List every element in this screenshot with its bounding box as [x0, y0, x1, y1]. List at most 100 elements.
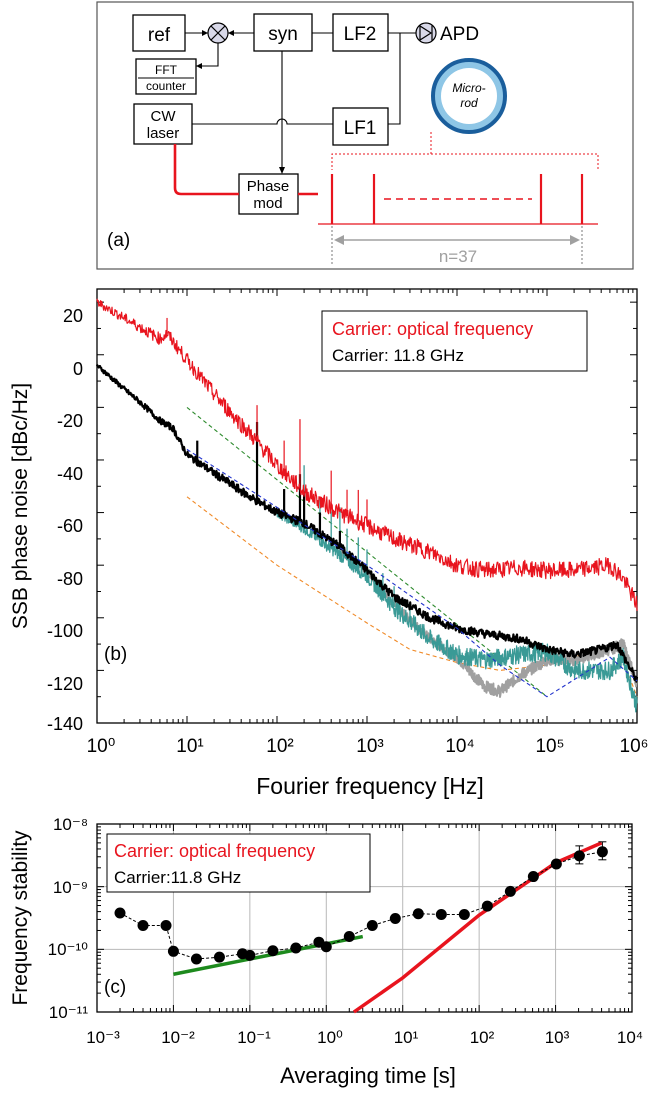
legend-c-microwave: Carrier:11.8 GHz	[114, 868, 241, 887]
stability-point	[160, 920, 172, 932]
b-xtick-label: 10⁰	[87, 736, 116, 757]
b-ytick-label: -20	[57, 411, 83, 431]
stability-point	[412, 908, 424, 920]
panel-b-chart: SSB phase noise [dBc/Hz] Fourier frequen…	[9, 288, 649, 799]
arrowheads	[196, 30, 285, 174]
rod-label: rod	[460, 96, 478, 110]
lf1-label: LF1	[344, 118, 377, 139]
stability-point	[167, 945, 179, 957]
blue-dashed-asymptote	[186, 448, 638, 698]
stability-point	[596, 846, 608, 858]
plot-b-xticks: 10⁰ 10¹ 10² 10³ 10⁴ 10⁵ 10⁶	[87, 736, 649, 757]
stability-point	[573, 850, 585, 862]
c-xtick-label: 10⁻³	[86, 1028, 120, 1047]
stability-point	[550, 858, 562, 870]
plot-b-legend	[321, 310, 588, 372]
plot-c-yticks: 10⁻⁸ 10⁻⁹ 10⁻¹⁰ 10⁻¹¹	[48, 815, 89, 1022]
panel-a-diagram: ref syn LF2 APD FFT counter CW laser	[96, 1, 634, 270]
mixer-icon	[207, 22, 229, 44]
stability-point	[366, 920, 378, 932]
diagram-wires	[185, 32, 416, 172]
c-ytick-label: 10⁻⁹	[53, 878, 88, 897]
mode-count-dimension	[331, 226, 583, 264]
plot-c-ticks	[96, 824, 632, 1013]
fft-label: FFT	[155, 63, 178, 77]
fft-counter-block	[135, 58, 197, 95]
b-ytick-label: 20	[63, 306, 83, 326]
ref-label: ref	[148, 25, 171, 46]
stability-point	[389, 913, 401, 925]
plot-c-ylabel: Frequency stability	[9, 830, 32, 1006]
panel-c-chart: Frequency stability Averaging time [s] 1…	[9, 815, 643, 1088]
stability-point	[267, 945, 279, 957]
stability-point	[137, 920, 149, 932]
lf2-label: LF2	[344, 24, 377, 45]
b-xtick-label: 10⁵	[535, 736, 564, 757]
c-xtick-label: 10⁴	[617, 1028, 643, 1047]
stability-point	[481, 900, 493, 912]
comb-enclosure	[331, 132, 599, 170]
c-xtick-label: 10⁰	[317, 1028, 343, 1047]
stability-point	[320, 941, 332, 953]
mode-count-label: n=37	[439, 247, 477, 266]
panel-c-label: (c)	[104, 977, 126, 998]
c-ytick-label: 10⁻¹¹	[49, 1003, 89, 1022]
stability-point	[114, 907, 126, 919]
cw-label: CW	[151, 108, 177, 125]
apd-label: APD	[440, 24, 479, 45]
plot-c-xlabel: Averaging time [s]	[280, 1063, 456, 1088]
stability-point	[504, 885, 516, 897]
fiber-line-1	[173, 144, 239, 196]
c-ytick-label: 10⁻⁸	[53, 815, 88, 834]
b-xtick-label: 10¹	[176, 736, 203, 757]
stability-point	[527, 871, 539, 883]
stability-point	[190, 953, 202, 965]
b-xtick-label: 10³	[356, 736, 383, 757]
orange-dashed-asymptote	[186, 496, 638, 697]
optical-stability-curve	[352, 841, 603, 1014]
plot-b-xlabel: Fourier frequency [Hz]	[256, 773, 484, 799]
b-xtick-label: 10⁶	[620, 736, 649, 757]
plot-b-series	[95, 298, 639, 713]
c-ytick-label: 10⁻¹⁰	[48, 940, 89, 959]
c-xtick-label: 10¹	[394, 1028, 419, 1047]
comb-lines	[318, 174, 598, 225]
plot-c-series	[114, 841, 608, 1014]
panel-b-label: (b)	[104, 644, 127, 665]
counter-label: counter	[146, 79, 186, 93]
photodiode-icon	[415, 22, 437, 44]
legend-b-optical: Carrier: optical frequency	[332, 319, 533, 339]
b-ytick-label: -120	[47, 674, 83, 694]
stability-point	[244, 949, 256, 961]
stability-point	[290, 942, 302, 954]
legend-c-optical: Carrier: optical frequency	[114, 841, 315, 861]
stability-point	[458, 908, 470, 920]
c-xtick-label: 10³	[545, 1028, 570, 1047]
c-xtick-label: 10⁻²	[161, 1028, 195, 1047]
plot-c-xticks: 10⁻³ 10⁻² 10⁻¹ 10⁰ 10¹ 10² 10³ 10⁴	[86, 1028, 643, 1047]
plot-c-frame	[96, 823, 633, 1013]
c-xtick-label: 10⁻¹	[237, 1028, 271, 1047]
panel-a-frame	[96, 1, 634, 270]
microwave-carrier-trace	[95, 364, 639, 683]
b-ytick-label: -40	[57, 464, 83, 484]
lf1-block	[332, 107, 389, 146]
laser-label: laser	[147, 125, 180, 142]
panel-a-label: (a)	[107, 230, 130, 251]
stability-point	[435, 908, 447, 920]
b-ytick-label: 0	[73, 359, 83, 379]
micro-label: Micro-	[452, 81, 485, 95]
phase-label: Phase	[247, 178, 290, 195]
syn-label: syn	[268, 24, 298, 45]
plot-c-legend	[106, 833, 371, 893]
legend-b-microwave: Carrier: 11.8 GHz	[332, 346, 464, 365]
plot-b-yticks: 20 0 -20 -40 -60 -80 -100 -120 -140	[47, 306, 83, 734]
green-fit-line	[173, 934, 364, 976]
b-ytick-label: -140	[47, 714, 83, 734]
b-ytick-label: -100	[47, 621, 83, 641]
c-xtick-label: 10²	[470, 1028, 495, 1047]
stability-point	[213, 951, 225, 963]
b-ytick-label: -80	[57, 569, 83, 589]
ref-block	[132, 14, 186, 52]
